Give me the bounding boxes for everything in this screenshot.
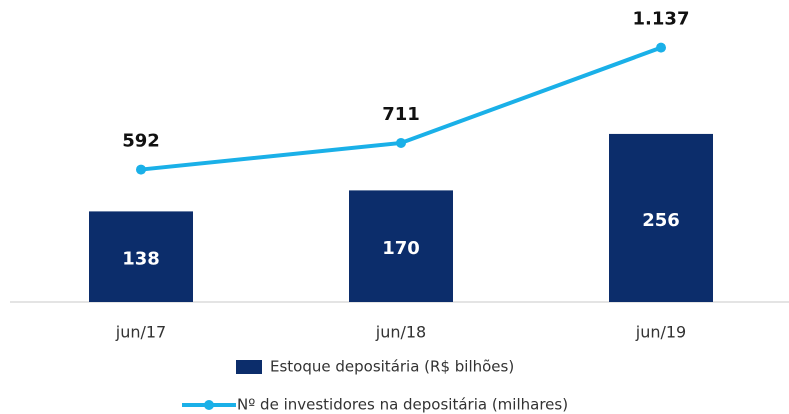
line-point [656, 42, 666, 53]
legend-label: Estoque depositária (R$ bilhões) [270, 358, 514, 376]
x-tick-label: jun/18 [375, 323, 426, 342]
line-point [396, 137, 406, 148]
bar-value-label: 256 [642, 210, 680, 231]
x-tick-label: jun/17 [115, 323, 166, 342]
line-value-label: 711 [382, 104, 420, 125]
bar [609, 133, 713, 302]
line-point [136, 164, 146, 175]
legend-swatch-point [204, 400, 214, 410]
line-value-label: 1.137 [633, 9, 690, 30]
bar [349, 190, 453, 302]
x-tick-label: jun/19 [635, 323, 686, 342]
bar-value-label: 170 [382, 238, 420, 259]
bar-value-label: 138 [122, 249, 160, 270]
legend-swatch [236, 360, 262, 374]
legend-label: Nº de investidores na depositária (milha… [237, 396, 568, 414]
bar [89, 211, 193, 302]
line-value-label: 592 [122, 131, 160, 152]
